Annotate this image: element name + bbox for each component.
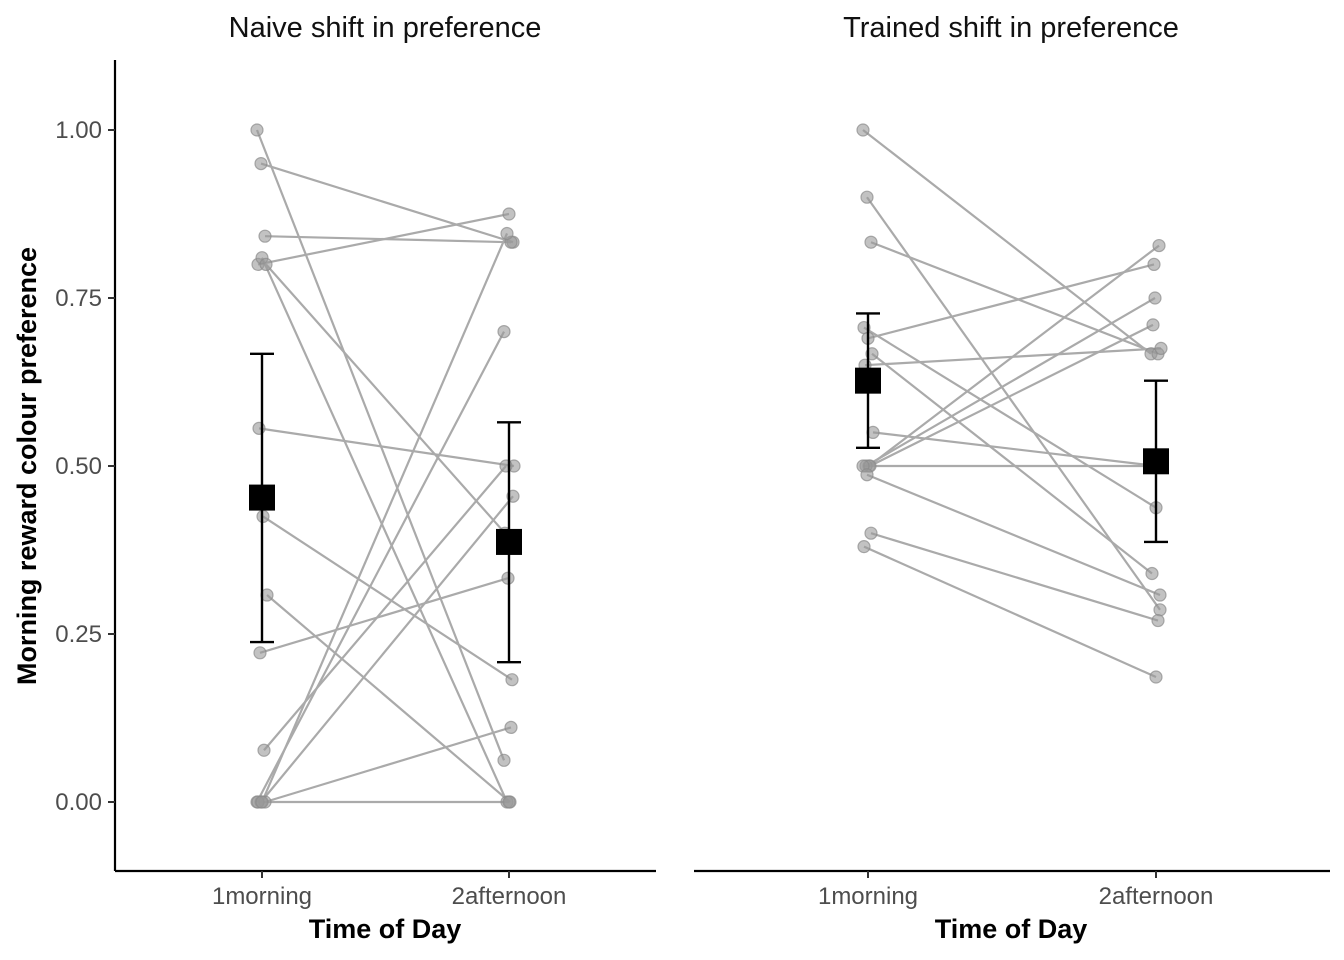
pair-line bbox=[260, 233, 509, 803]
pair-line bbox=[258, 427, 515, 468]
data-point bbox=[1149, 670, 1163, 684]
pair-line bbox=[871, 352, 1153, 575]
pair-line bbox=[866, 196, 1161, 611]
data-point bbox=[497, 325, 511, 339]
data-point bbox=[857, 540, 871, 554]
data-point bbox=[502, 795, 516, 809]
pair-line bbox=[870, 241, 1159, 355]
pair-line bbox=[867, 263, 1155, 340]
data-point bbox=[864, 235, 878, 249]
x-tick-label: 2afternoon bbox=[452, 883, 567, 910]
mean-marker bbox=[496, 528, 522, 555]
plot-area-naive bbox=[249, 123, 522, 809]
pair-line bbox=[260, 162, 514, 244]
data-point bbox=[1153, 603, 1167, 617]
panel-title-naive: Naive shift in preference bbox=[229, 12, 542, 44]
data-point bbox=[860, 190, 874, 204]
data-point bbox=[856, 123, 870, 137]
data-point bbox=[1153, 588, 1167, 602]
data-point bbox=[1154, 341, 1168, 355]
data-point bbox=[252, 421, 266, 435]
x-tick-label: 1morning bbox=[818, 883, 918, 910]
data-point bbox=[258, 229, 272, 243]
pair-line bbox=[866, 473, 1161, 597]
pair-line bbox=[257, 212, 510, 266]
panel-trained: Trained shift in preference 1morning 2aft… bbox=[694, 12, 1330, 944]
panel-title-trained: Trained shift in preference bbox=[843, 12, 1179, 44]
data-point bbox=[254, 157, 268, 171]
y-tick-label: 1.00 bbox=[55, 117, 102, 144]
data-point bbox=[259, 257, 273, 271]
mean-marker bbox=[1143, 448, 1169, 475]
pair-line bbox=[863, 326, 1157, 509]
data-point bbox=[1147, 257, 1161, 271]
pair-line bbox=[870, 532, 1159, 622]
data-point bbox=[497, 753, 511, 767]
pair-line bbox=[868, 244, 1160, 467]
pair-line bbox=[872, 431, 1158, 468]
data-point bbox=[499, 459, 513, 473]
pair-line bbox=[869, 323, 1154, 467]
mean-marker bbox=[249, 484, 275, 511]
data-point bbox=[1145, 566, 1159, 581]
pair-line bbox=[262, 515, 513, 681]
plot-area-trained bbox=[855, 123, 1169, 684]
data-point bbox=[1151, 613, 1165, 628]
y-tick-label: 0.00 bbox=[55, 789, 102, 816]
data-point bbox=[257, 743, 271, 757]
pair-line bbox=[264, 726, 512, 804]
pair-line bbox=[256, 331, 505, 803]
data-point bbox=[1148, 291, 1162, 305]
pair-line bbox=[260, 495, 514, 803]
data-point bbox=[500, 226, 514, 241]
data-point bbox=[255, 795, 269, 809]
pair-line bbox=[263, 465, 507, 751]
data-point bbox=[864, 526, 878, 540]
axes-trained: 1morning 2afternoon bbox=[694, 869, 1330, 910]
x-axis-title-naive: Time of Day bbox=[309, 914, 462, 944]
y-axis-title: Morning reward colour preference bbox=[12, 247, 42, 685]
axes-naive: 1morning 2afternoon 0.00 0.25 0.50 0.75 1.00 bbox=[55, 60, 656, 910]
data-point bbox=[860, 468, 874, 482]
data-point bbox=[253, 646, 267, 660]
data-point bbox=[502, 207, 516, 221]
y-tick-label: 0.25 bbox=[55, 621, 102, 648]
data-point bbox=[1146, 318, 1160, 332]
data-point bbox=[505, 673, 519, 687]
mean-marker bbox=[855, 367, 881, 394]
pair-line bbox=[863, 545, 1157, 679]
pair-line bbox=[265, 263, 506, 534]
pair-line bbox=[255, 129, 506, 761]
x-axis-title-trained: Time of Day bbox=[935, 914, 1088, 944]
x-tick-label: 2afternoon bbox=[1099, 883, 1214, 910]
pair-line bbox=[865, 297, 1156, 467]
data-point bbox=[504, 720, 518, 735]
panel-naive: Naive shift in preference 1morning 2after… bbox=[12, 12, 656, 944]
x-tick-label: 1morning bbox=[212, 883, 312, 910]
pair-line bbox=[266, 594, 511, 803]
pair-line bbox=[862, 129, 1152, 355]
pair-line bbox=[259, 577, 509, 654]
y-tick-label: 0.50 bbox=[55, 453, 102, 480]
pair-line bbox=[260, 257, 509, 803]
data-point bbox=[250, 123, 264, 137]
y-tick-label: 0.75 bbox=[55, 285, 102, 312]
data-point bbox=[1152, 238, 1166, 253]
